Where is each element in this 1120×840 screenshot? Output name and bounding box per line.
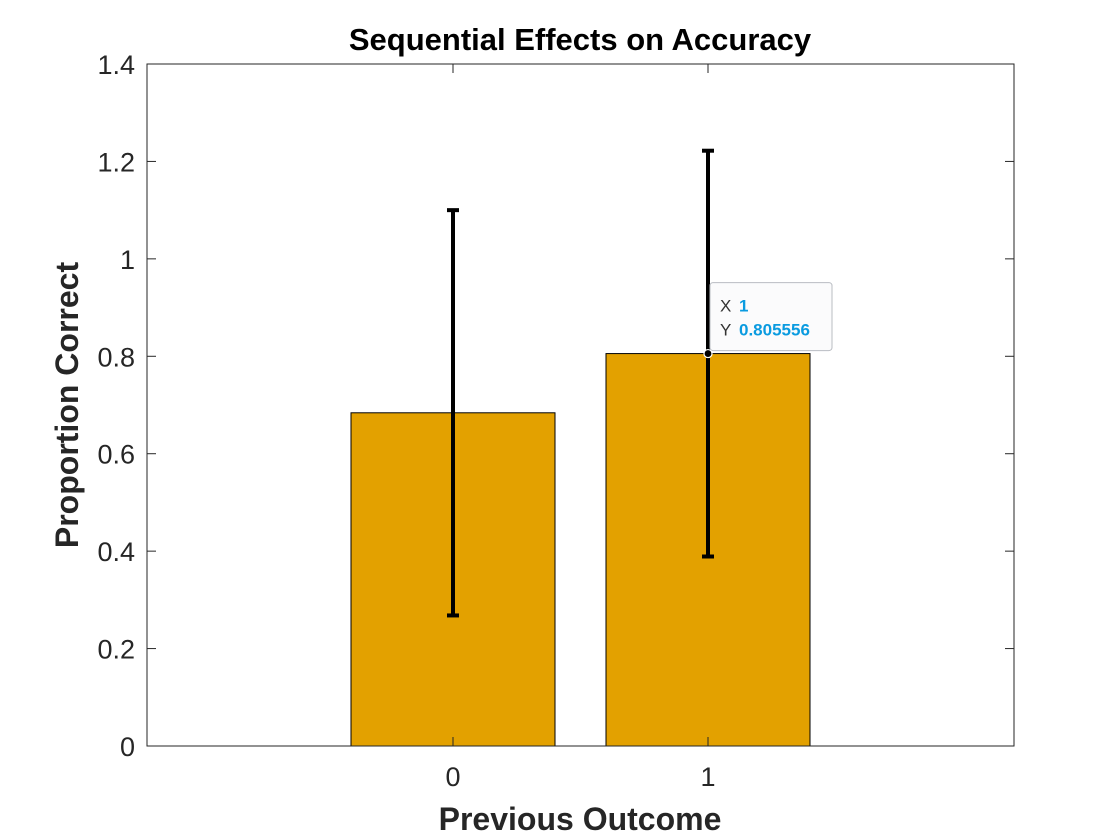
datatip-y-value: 0.805556: [739, 321, 810, 340]
datatip-y-key: Y: [720, 321, 731, 340]
datatip-marker[interactable]: [703, 348, 713, 359]
chart-title: Sequential Effects on Accuracy: [349, 22, 812, 57]
x-tick-label: 1: [700, 762, 715, 792]
y-tick-label: 1.2: [97, 147, 135, 177]
datatip-x-value: 1: [739, 297, 748, 316]
plot-area-frame: [146, 63, 1015, 747]
tick-labels-layer: 0 0.2 0.4 0.6 0.8 1 1.2 1.4 0 1: [97, 50, 715, 792]
y-tick-label: 0: [120, 732, 135, 762]
bars-layer: [350, 353, 811, 747]
y-tick-label: 0.6: [97, 440, 135, 470]
ticks-layer: [147, 63, 1014, 747]
y-tick-label: 0.2: [97, 635, 135, 665]
x-axis-label: Previous Outcome: [439, 801, 722, 837]
datatip-box: [709, 282, 833, 352]
y-tick-label: 0.4: [97, 537, 135, 567]
datatip[interactable]: X 1 Y 0.805556: [703, 282, 833, 359]
y-tick-label: 1: [120, 245, 135, 275]
datatip-x-key: X: [720, 297, 731, 316]
y-tick-label: 1.4: [97, 50, 135, 80]
x-tick-label: 0: [445, 762, 460, 792]
errorbar-0: [447, 208, 459, 618]
y-tick-label: 0.8: [97, 342, 135, 372]
y-axis-label: Proportion Correct: [49, 262, 85, 549]
